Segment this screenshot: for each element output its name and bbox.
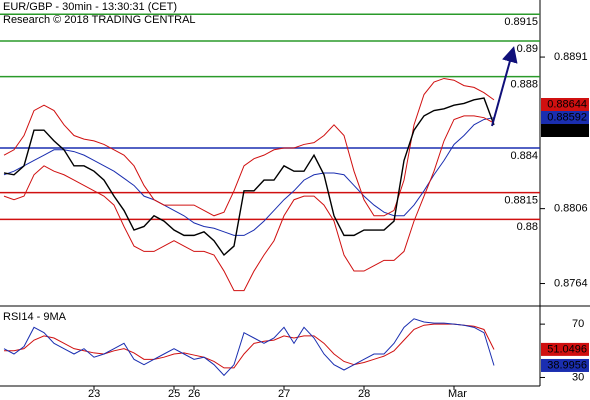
series-line	[3, 117, 495, 236]
last-value-box	[541, 110, 589, 124]
series-line	[4, 323, 495, 369]
x-tick-label: 23	[88, 388, 100, 400]
y-tick-label: 30	[572, 371, 584, 383]
x-tick-label: 27	[278, 388, 290, 400]
level-label: 0.8815	[504, 194, 538, 206]
last-value-label: 0.88644	[547, 98, 587, 110]
last-value-box	[541, 123, 589, 137]
level-label: 0.8915	[504, 16, 538, 28]
level-label: 0.888	[510, 79, 538, 91]
y-tick-label: 0.8806	[554, 203, 588, 215]
last-value-box	[541, 97, 589, 111]
rsi-title: RSI14 - 9MA	[3, 311, 67, 323]
y-tick-label: 70	[572, 318, 584, 330]
last-value-box	[541, 342, 589, 356]
y-tick-label: 0.8891	[554, 51, 588, 63]
series-line	[3, 115, 495, 292]
x-tick-label: Mar	[448, 388, 467, 400]
level-label: 0.88	[517, 221, 538, 233]
x-tick-label: 26	[188, 388, 200, 400]
chart-title: EUR/GBP - 30min - 13:30:31 (CET)	[3, 1, 177, 13]
series-line	[3, 318, 495, 377]
last-value-label: 51.0496	[547, 343, 587, 355]
x-tick-label: 28	[358, 388, 370, 400]
last-value-label: 0.88592	[547, 111, 587, 123]
chart-subtitle: Research © 2018 TRADING CENTRAL	[3, 14, 196, 26]
series-line	[3, 97, 495, 257]
last-value-label: 38.9956	[547, 359, 587, 371]
last-value-box	[541, 358, 589, 372]
level-label: 0.884	[510, 150, 538, 162]
forecast-arrow	[491, 46, 518, 127]
x-tick-label: 25	[168, 388, 180, 400]
last-value-label: 0.8852	[553, 124, 587, 136]
level-label: 0.89	[517, 43, 538, 55]
y-tick-label: 0.8764	[554, 277, 588, 289]
